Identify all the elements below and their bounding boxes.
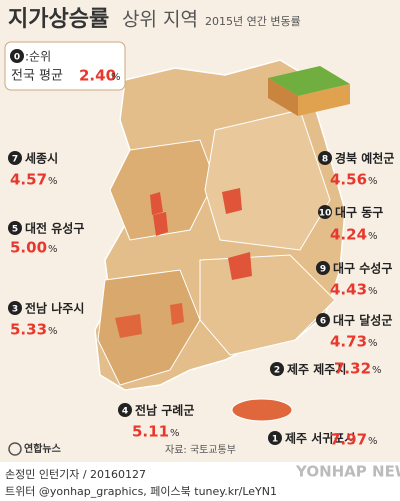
- region-name: 대구 수성구: [333, 262, 392, 276]
- legend-badge: [10, 49, 24, 63]
- region-daegu: [228, 252, 252, 280]
- rank-number: 10: [319, 209, 332, 219]
- social: 트위터 @yonhap_graphics, 페이스북 tuney.kr/LeYN…: [5, 485, 277, 498]
- rank-badge: [8, 301, 22, 315]
- icon-top: [268, 66, 350, 96]
- region-value: 7.32: [334, 360, 371, 378]
- rank-number: 7: [12, 155, 18, 165]
- rank-number: 5: [12, 225, 18, 235]
- region-name: 제주 제주시: [287, 363, 346, 377]
- region-unit: %: [368, 286, 378, 297]
- rank-badge: [316, 261, 330, 275]
- rank-badge: [318, 205, 332, 219]
- region-unit: %: [368, 338, 378, 349]
- rank-badge: [8, 221, 22, 235]
- province: [97, 269, 201, 386]
- legend-box: [4, 41, 126, 91]
- region-value: 4.73: [330, 333, 367, 351]
- rank-number: 1: [272, 435, 278, 445]
- average-value: 2.40: [79, 67, 116, 85]
- title-suffix: 상위 지역: [122, 9, 198, 31]
- legend-marker: 0: [14, 53, 20, 63]
- rank-number: 4: [122, 407, 128, 417]
- region-unit: %: [48, 176, 58, 187]
- rank-badge: [8, 151, 22, 165]
- legend-text: :순위: [25, 50, 51, 64]
- rank-number: 8: [322, 155, 328, 165]
- region-value: 4.43: [330, 281, 367, 299]
- average-unit: %: [111, 72, 121, 83]
- rank-badge: [118, 403, 132, 417]
- region-value: 4.57: [10, 171, 47, 189]
- region-name: 세종시: [25, 151, 58, 166]
- logo: 연합뉴스: [24, 442, 61, 455]
- region-name: 전남 나주시: [25, 301, 84, 316]
- region-unit: %: [48, 326, 58, 337]
- region-name: 대전 유성구: [25, 221, 84, 236]
- logo-icon: [8, 442, 22, 456]
- icon-side: [268, 78, 298, 116]
- region-value: 7.97: [330, 431, 367, 449]
- credit: 손정민 인턴기자 / 20160127: [5, 468, 146, 481]
- watermark: YONHAP NEWS: [295, 463, 400, 481]
- region-value: 4.56: [330, 171, 367, 189]
- region-yuseong: [153, 212, 168, 236]
- region-name: 경북 예천군: [335, 151, 394, 166]
- rank-number: 3: [12, 305, 18, 315]
- province: [109, 139, 216, 241]
- footer-band: [0, 462, 400, 501]
- icon-side: [298, 84, 350, 116]
- region-yecheon: [222, 188, 242, 214]
- rank-number: 6: [320, 317, 326, 327]
- region-unit: %: [170, 428, 180, 439]
- region-unit: %: [368, 231, 378, 242]
- jeju-island: [231, 398, 293, 422]
- subtitle: 2015년 연간 변동률: [205, 15, 301, 28]
- region-naju: [115, 314, 142, 338]
- region-value: 5.33: [10, 321, 47, 339]
- rank-badge: [268, 431, 282, 445]
- region-unit: %: [48, 244, 58, 255]
- region-value: 5.00: [10, 239, 47, 257]
- region-unit: %: [368, 436, 378, 447]
- average-label: 전국 평균: [11, 69, 63, 84]
- source: 자료: 국토교통부: [165, 444, 236, 456]
- region-name: 대구 달성군: [333, 314, 392, 328]
- region-value: 4.24: [330, 226, 367, 244]
- rank-number: 2: [274, 366, 280, 376]
- rank-badge: [316, 313, 330, 327]
- region-gurye: [170, 303, 184, 325]
- region-name: 제주 서귀포시: [285, 431, 355, 446]
- rank-badge: [318, 151, 332, 165]
- region-sejong: [150, 192, 163, 215]
- region-unit: %: [368, 176, 378, 187]
- rank-number: 9: [320, 265, 326, 275]
- title: 지가상승률: [8, 7, 109, 32]
- province: [199, 254, 336, 356]
- region-value: 5.11: [132, 423, 169, 441]
- rank-badge: [270, 362, 284, 376]
- region-name: 전남 구례군: [135, 403, 194, 418]
- region-name: 대구 동구: [335, 206, 383, 220]
- region-unit: %: [372, 365, 382, 376]
